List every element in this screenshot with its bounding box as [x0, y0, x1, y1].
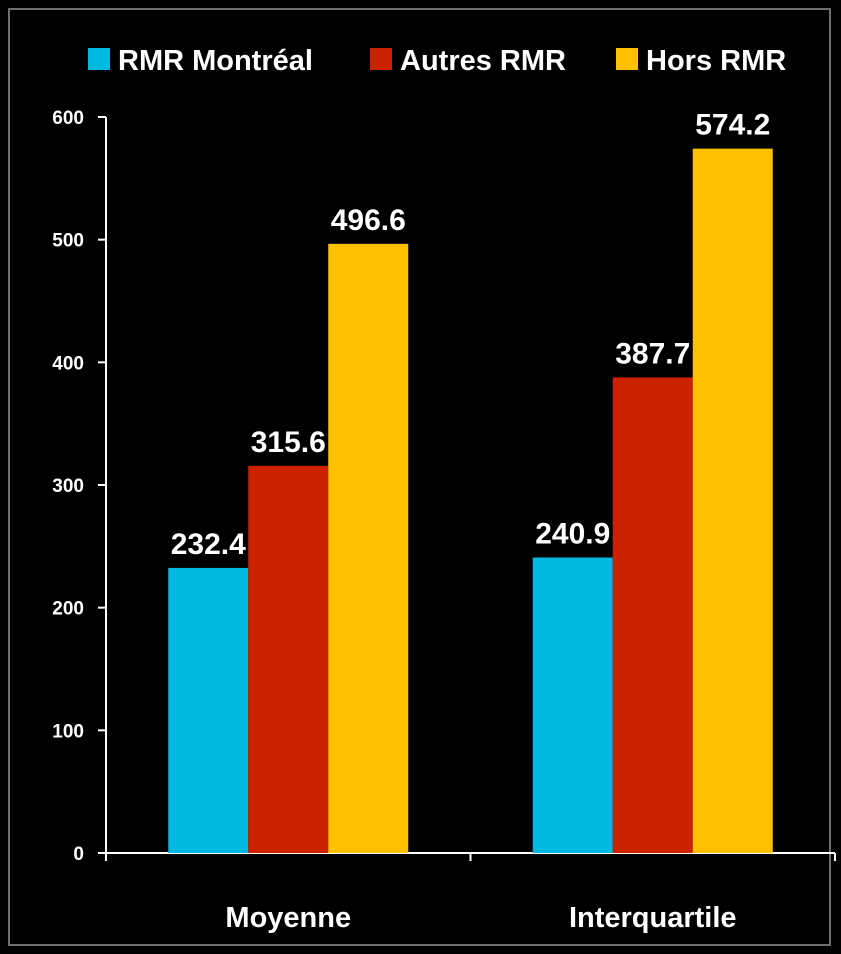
legend-label: RMR Montréal — [118, 45, 313, 77]
bar — [612, 377, 693, 853]
legend-swatch — [616, 48, 638, 70]
bar — [168, 567, 249, 853]
legend-label: Autres RMR — [400, 45, 566, 77]
bars — [168, 148, 773, 853]
y-tick-label: 0 — [73, 844, 84, 865]
data-label: 315.6 — [251, 426, 326, 459]
legend-swatch — [370, 48, 392, 70]
y-tick-label: 100 — [52, 721, 84, 742]
data-labels: 232.4 315.6 496.6 240.9 387.7 574.2 — [171, 109, 771, 561]
bar — [532, 557, 613, 853]
y-tick-label: 200 — [52, 599, 84, 620]
bar — [248, 465, 329, 853]
bar — [328, 243, 409, 853]
data-label: 240.9 — [535, 517, 610, 550]
category-label: Interquartile — [569, 902, 737, 934]
category-label: Moyenne — [225, 902, 351, 934]
y-tick-label: 600 — [52, 108, 84, 129]
bar — [692, 148, 773, 853]
data-label: 496.6 — [331, 204, 406, 237]
data-label: 387.7 — [615, 337, 690, 370]
y-axis: 0 100 200 300 400 500 600 — [52, 108, 107, 865]
y-tick-label: 500 — [52, 231, 84, 252]
data-label: 574.2 — [695, 109, 770, 142]
y-tick-label: 400 — [52, 353, 84, 374]
chart-frame — [8, 8, 831, 946]
y-tick-label: 300 — [52, 476, 84, 497]
x-axis: Moyenne Interquartile — [105, 852, 836, 934]
legend: RMR Montréal Autres RMR Hors RMR — [88, 45, 786, 77]
data-label: 232.4 — [171, 528, 246, 561]
legend-swatch — [88, 48, 110, 70]
legend-label: Hors RMR — [646, 45, 786, 77]
